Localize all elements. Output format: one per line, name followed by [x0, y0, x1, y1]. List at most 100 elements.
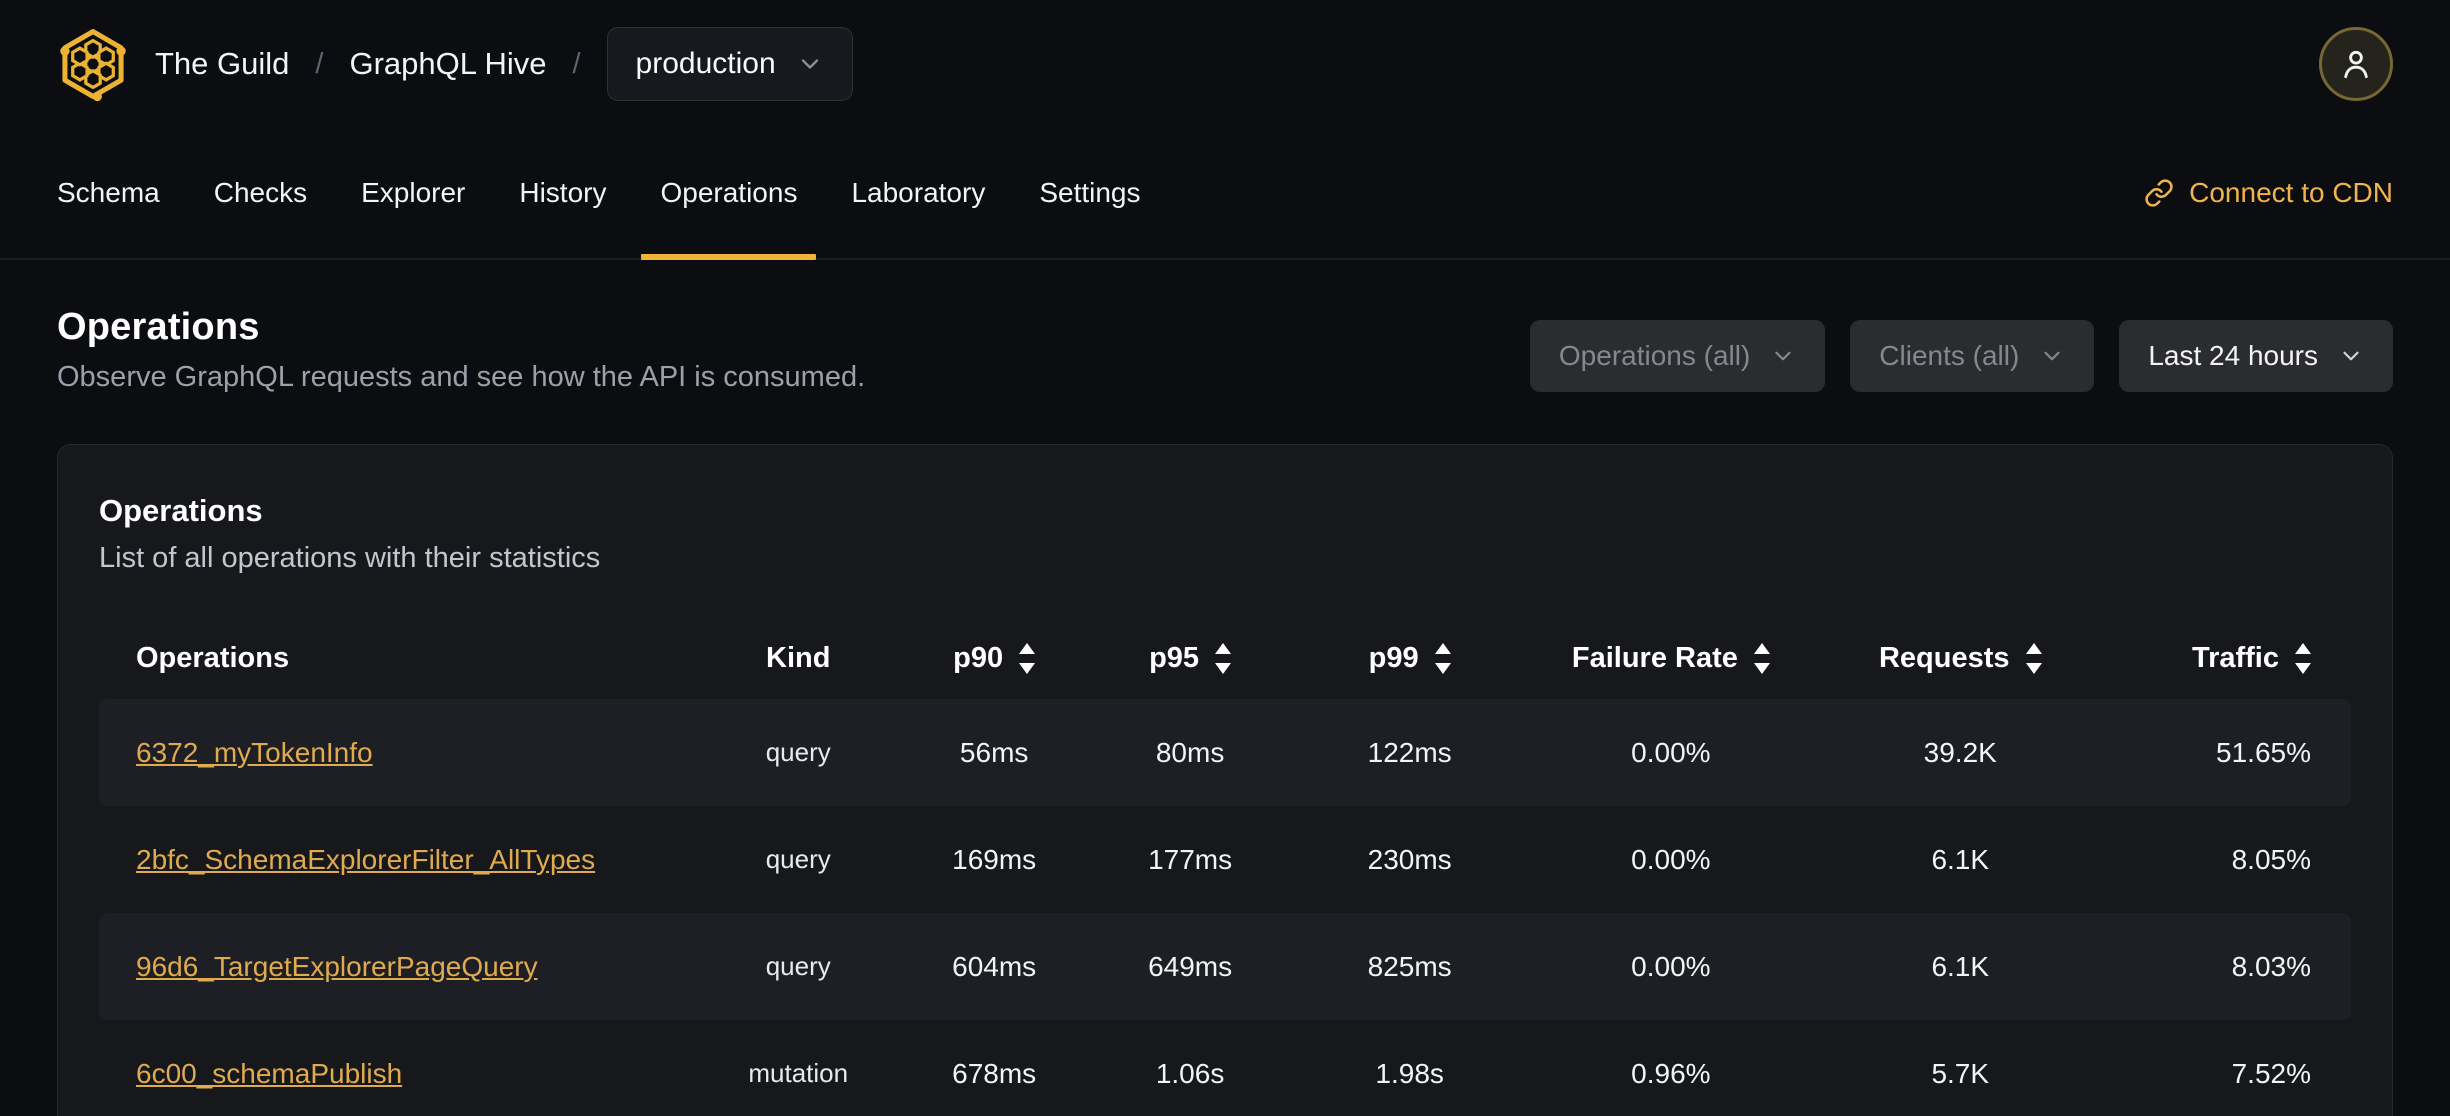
tab-laboratory[interactable]: Laboratory	[851, 177, 986, 208]
page-subtitle: Observe GraphQL requests and see how the…	[57, 361, 866, 393]
user-icon	[2337, 45, 2375, 83]
sort-asc-icon	[2295, 642, 2311, 654]
column-header-p99[interactable]: p99	[1288, 617, 1531, 699]
operation-link[interactable]: 6c00_schemaPublish	[136, 1057, 403, 1089]
nav-tabs: Schema Checks Explorer History Operation…	[30, 128, 1168, 260]
operation-p99: 1.98s	[1375, 1057, 1444, 1089]
column-header-kind: Kind	[700, 617, 896, 699]
card-subtitle: List of all operations with their statis…	[99, 542, 601, 574]
chevron-down-icon	[2338, 343, 2364, 369]
table-row: 6372_myTokenInfo query 56ms 80ms 122ms 0…	[99, 699, 2351, 806]
chevron-down-icon	[1770, 343, 1796, 369]
operation-p95: 80ms	[1155, 736, 1225, 768]
operations-filter-dropdown[interactable]: Operations (all)	[1529, 320, 1826, 392]
card-title: Operations	[99, 493, 263, 528]
operation-p90: 169ms	[952, 843, 1037, 875]
operation-p95: 649ms	[1148, 950, 1233, 982]
tab-operations[interactable]: Operations	[633, 128, 824, 260]
operations-table: Operations Kind p90 p95	[99, 617, 2351, 1116]
breadcrumb-separator: /	[315, 47, 324, 80]
operation-kind: query	[765, 737, 831, 767]
sort-icons	[1753, 642, 1770, 674]
tab-history[interactable]: History	[519, 177, 607, 208]
column-header-traffic[interactable]: Traffic	[2110, 617, 2351, 699]
column-label: Kind	[766, 641, 831, 674]
sort-icons	[2025, 642, 2042, 674]
column-header-operations: Operations	[136, 641, 290, 674]
column-label: p99	[1368, 641, 1419, 674]
top-header: The Guild / GraphQL Hive / production	[0, 0, 2450, 128]
operation-p99: 230ms	[1367, 843, 1452, 875]
connect-to-cdn-link[interactable]: Connect to CDN	[2144, 177, 2393, 209]
clients-filter-dropdown[interactable]: Clients (all)	[1850, 320, 2095, 392]
user-avatar[interactable]	[2319, 27, 2393, 101]
sort-icons	[1215, 642, 1232, 674]
operation-traffic: 8.05%	[2231, 843, 2311, 875]
column-label: Requests	[1878, 641, 2010, 674]
operation-failure-rate: 0.00%	[1631, 950, 1711, 982]
sort-desc-icon	[1215, 662, 1232, 674]
operation-traffic: 51.65%	[2216, 736, 2311, 768]
operation-p95: 1.06s	[1155, 1057, 1225, 1089]
operations-filter-label: Operations (all)	[1558, 340, 1751, 371]
sort-icons	[1434, 642, 1451, 674]
clients-filter-label: Clients (all)	[1879, 340, 2020, 371]
sort-desc-icon	[1753, 662, 1770, 674]
column-header-failure-rate[interactable]: Failure Rate	[1531, 617, 1810, 699]
tab-bar: Schema Checks Explorer History Operation…	[0, 128, 2450, 260]
operation-link[interactable]: 2bfc_SchemaExplorerFilter_AllTypes	[136, 843, 596, 875]
operation-kind: query	[765, 844, 831, 874]
operations-card: Operations List of all operations with t…	[57, 444, 2393, 1116]
operation-p99: 825ms	[1367, 950, 1452, 982]
tab-schema[interactable]: Schema	[57, 177, 160, 208]
breadcrumb-project[interactable]: GraphQL Hive	[349, 46, 547, 81]
page-title: Operations	[57, 306, 260, 348]
table-row: 6c00_schemaPublish mutation 678ms 1.06s …	[99, 1020, 2351, 1116]
tab-explorer[interactable]: Explorer	[361, 177, 466, 208]
sort-icons	[2295, 642, 2311, 674]
sort-desc-icon	[2025, 662, 2042, 674]
guild-honeycomb-logo-icon[interactable]	[57, 24, 129, 104]
operation-p90: 678ms	[952, 1057, 1037, 1089]
column-label: Failure Rate	[1571, 641, 1738, 674]
column-label: Traffic	[2191, 641, 2279, 674]
table-row: 96d6_TargetExplorerPageQuery query 604ms…	[99, 913, 2351, 1020]
sort-asc-icon	[1753, 642, 1770, 654]
operation-link[interactable]: 6372_myTokenInfo	[136, 736, 373, 768]
page-heading-block: Operations Observe GraphQL requests and …	[57, 306, 865, 394]
column-label: p90	[953, 641, 1004, 674]
operation-requests: 39.2K	[1923, 736, 1997, 768]
breadcrumb: The Guild / GraphQL Hive / production	[57, 24, 853, 104]
sort-icons	[1019, 642, 1036, 674]
tab-settings[interactable]: Settings	[1039, 177, 1141, 208]
operation-failure-rate: 0.00%	[1631, 736, 1711, 768]
main-content: Operations Observe GraphQL requests and …	[0, 306, 2450, 1116]
sort-asc-icon	[1434, 642, 1451, 654]
sort-desc-icon	[2295, 662, 2311, 674]
link-chain-icon	[2144, 178, 2174, 208]
operation-kind: mutation	[748, 1058, 849, 1088]
operation-p90: 56ms	[959, 736, 1029, 768]
sort-asc-icon	[1215, 642, 1232, 654]
table-header-row: Operations Kind p90 p95	[99, 617, 2351, 699]
sort-desc-icon	[1019, 662, 1036, 674]
operation-link[interactable]: 96d6_TargetExplorerPageQuery	[136, 950, 538, 982]
chevron-down-icon	[796, 50, 824, 78]
operation-kind: query	[765, 951, 831, 981]
column-header-p90[interactable]: p90	[896, 617, 1092, 699]
operation-p95: 177ms	[1148, 843, 1233, 875]
operation-traffic: 7.52%	[2231, 1057, 2311, 1089]
operation-requests: 6.1K	[1931, 843, 1990, 875]
breadcrumb-separator: /	[572, 47, 581, 80]
operation-failure-rate: 0.00%	[1631, 843, 1711, 875]
period-filter-dropdown[interactable]: Last 24 hours	[2119, 320, 2393, 392]
operation-requests: 5.7K	[1931, 1057, 1990, 1089]
breadcrumb-org[interactable]: The Guild	[155, 46, 290, 81]
filter-controls: Operations (all) Clients (all) Last 24 h…	[1529, 320, 2393, 392]
sort-asc-icon	[2025, 642, 2042, 654]
column-header-p95[interactable]: p95	[1092, 617, 1288, 699]
target-selector-dropdown[interactable]: production	[606, 27, 853, 101]
tab-checks[interactable]: Checks	[213, 177, 308, 208]
column-header-requests[interactable]: Requests	[1810, 617, 2110, 699]
operation-requests: 6.1K	[1931, 950, 1990, 982]
